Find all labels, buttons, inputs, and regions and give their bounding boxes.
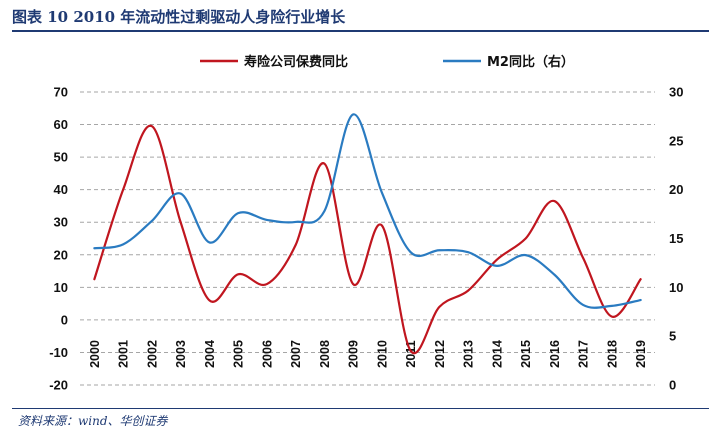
y-left-tick-label: -10 [49,345,68,360]
data-point-premium [524,237,527,240]
legend: 寿险公司保费同比 M2同比（右） [200,54,574,70]
x-axis: 2000 2001 2002 2003 2004 2005 2006 2007 2008 2009… [88,340,648,368]
x-tick-label: 2004 [203,340,217,368]
data-point-premium [237,273,239,276]
figure-title: 图表 10 2010 年流动性过剩驱动人身险行业增长 [12,8,346,26]
data-point-premium [467,289,469,292]
y-right-tick-label: 20 [669,182,683,197]
x-tick-label: 2002 [145,340,159,368]
x-tick-label: 2017 [577,340,591,368]
y-right-tick-label: 10 [669,280,683,295]
data-point-m2 [179,192,182,195]
data-point-premium [93,278,96,280]
y-right-tick-label: 15 [669,231,683,246]
x-tick-label: 2010 [375,340,389,368]
y-left-tick-label: 40 [54,182,68,197]
data-point-m2 [524,254,527,256]
legend-label-premium: 寿险公司保费同比 [244,54,348,70]
data-point-premium [323,162,326,165]
data-point-premium [611,315,613,318]
data-point-m2 [352,113,354,116]
data-point-m2 [294,221,297,223]
x-tick-label: 2016 [548,340,562,368]
data-point-m2 [151,220,153,222]
x-tick-label: 2011 [404,340,418,367]
x-tick-label: 2018 [605,340,619,368]
y-right-tick-label: 25 [669,133,683,148]
series-line-m2 [93,113,642,309]
series-lines [93,113,642,355]
y-left-tick-label: 60 [54,117,68,132]
source-rule [12,408,709,409]
data-point-premium [266,283,268,285]
y-right-tick-label: 0 [669,378,676,393]
y-left-tick-label: 10 [54,280,68,295]
source-note: 资料来源：wind、华创证券 [18,414,168,428]
data-point-m2 [582,304,584,306]
y-right-tick-label: 30 [669,85,683,100]
legend-label-m2: M2同比（右） [487,54,574,70]
data-point-premium [122,188,124,191]
data-point-m2 [266,219,268,221]
series-line-premium [93,124,642,355]
data-point-premium [409,350,412,352]
data-point-m2 [122,243,124,246]
y-axis-left: -20 -10 0 10 20 30 40 50 60 70 [49,85,68,393]
data-point-m2 [93,247,96,250]
x-tick-label: 2009 [347,340,361,368]
data-point-premium [151,125,153,127]
data-point-premium [639,278,642,280]
data-point-m2 [381,191,383,194]
y-left-tick-label: 70 [54,85,68,100]
data-point-m2 [208,241,211,244]
y-axis-right: 0 5 10 15 20 25 30 [669,85,683,393]
x-tick-label: 2001 [117,340,131,368]
x-tick-label: 2012 [433,340,447,368]
data-point-premium [208,299,211,302]
data-point-m2 [639,299,642,301]
data-point-premium [496,258,498,261]
data-point-premium [438,306,441,308]
data-point-m2 [467,251,469,253]
y-left-tick-label: 30 [54,215,68,230]
y-left-tick-label: -20 [49,378,68,393]
data-point-premium [553,200,556,202]
data-point-m2 [553,273,556,276]
y-left-tick-label: 20 [54,247,68,262]
x-tick-label: 2005 [232,340,246,368]
data-point-m2 [496,265,498,267]
data-point-m2 [323,210,326,212]
data-point-m2 [237,212,239,214]
x-tick-label: 2007 [289,340,303,368]
x-tick-label: 2013 [462,340,476,368]
data-point-m2 [438,249,441,252]
data-point-m2 [409,251,412,253]
data-point-premium [381,224,383,227]
title-rule [12,30,709,32]
data-point-premium [582,257,584,259]
x-tick-label: 2008 [318,340,332,368]
data-point-m2 [611,305,613,307]
x-tick-label: 2019 [634,340,648,368]
y-left-tick-label: 0 [61,312,68,327]
data-point-premium [179,221,182,224]
y-left-tick-label: 50 [54,150,68,165]
y-right-tick-label: 5 [669,329,676,344]
data-point-premium [294,244,297,246]
x-tick-label: 2015 [519,340,533,368]
x-tick-label: 2006 [260,340,274,368]
data-point-premium [352,283,354,285]
x-tick-label: 2003 [174,340,188,368]
gridlines [80,91,655,386]
x-tick-label: 2000 [88,340,102,368]
x-tick-label: 2014 [490,340,504,368]
